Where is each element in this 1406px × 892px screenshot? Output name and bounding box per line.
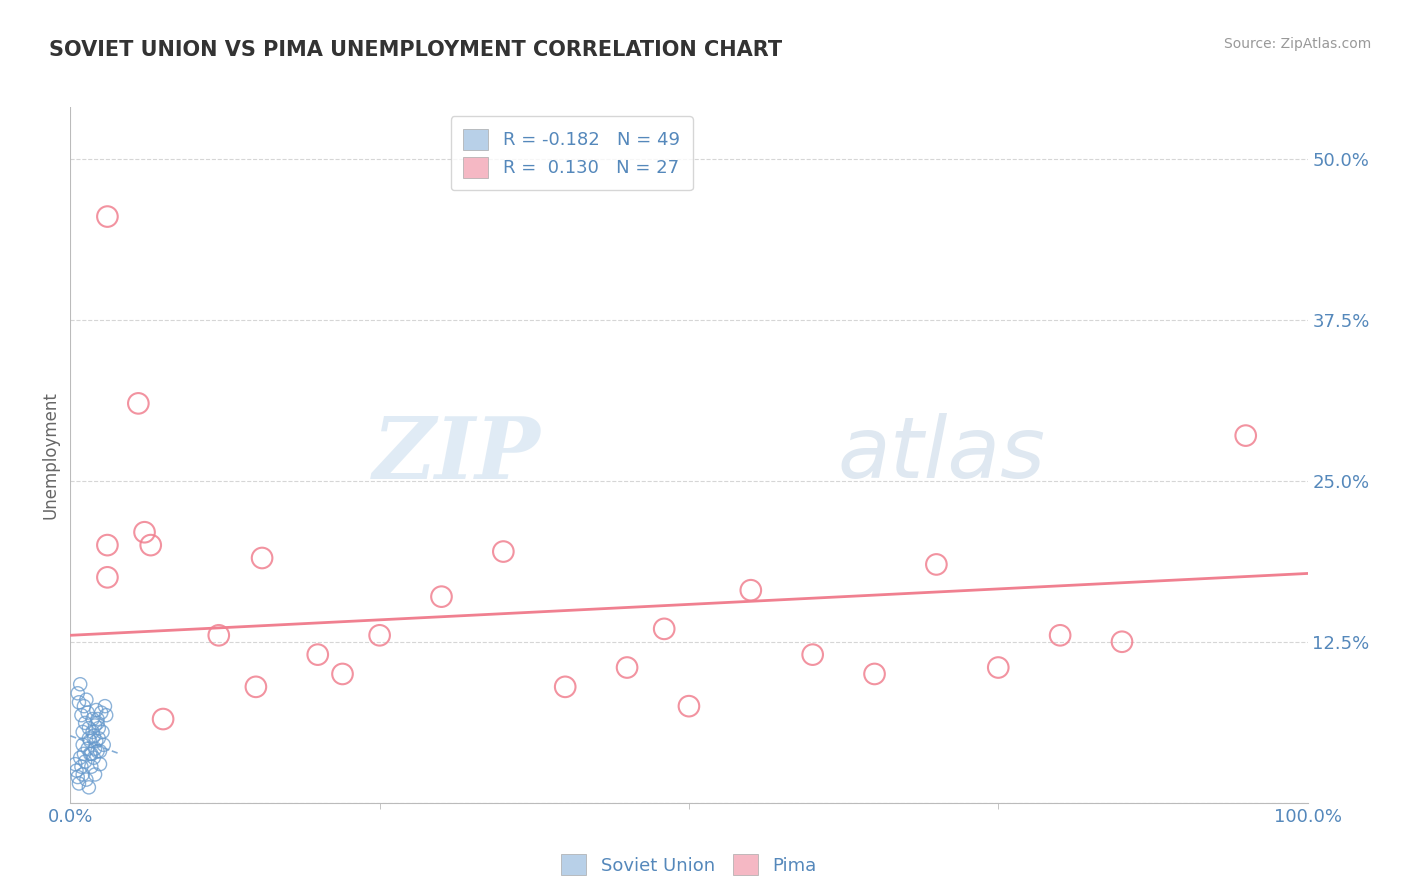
Point xyxy=(72,725,94,739)
Point xyxy=(740,583,762,598)
Point xyxy=(250,551,273,566)
Point xyxy=(65,764,87,778)
Point xyxy=(83,729,105,743)
Point xyxy=(67,776,90,790)
Point xyxy=(93,738,115,752)
Point xyxy=(75,755,97,769)
Point xyxy=(70,760,93,774)
Point xyxy=(94,699,117,714)
Point xyxy=(89,744,111,758)
Point xyxy=(75,715,97,730)
Point xyxy=(80,747,103,761)
Point xyxy=(89,757,111,772)
Point xyxy=(65,757,87,772)
Point xyxy=(72,767,94,781)
Point xyxy=(84,734,107,748)
Point xyxy=(1234,428,1257,442)
Y-axis label: Unemployment: Unemployment xyxy=(41,391,59,519)
Point xyxy=(87,721,110,735)
Text: Source: ZipAtlas.com: Source: ZipAtlas.com xyxy=(1223,37,1371,52)
Text: atlas: atlas xyxy=(838,413,1046,497)
Point xyxy=(1111,634,1133,648)
Point xyxy=(79,747,101,761)
Point xyxy=(84,741,107,756)
Point xyxy=(84,718,107,732)
Point xyxy=(75,692,97,706)
Point xyxy=(77,780,100,795)
Point xyxy=(87,731,110,746)
Point xyxy=(554,680,576,694)
Point xyxy=(77,721,100,735)
Point xyxy=(127,396,149,410)
Point xyxy=(987,660,1010,674)
Point xyxy=(76,741,98,756)
Point xyxy=(66,770,89,784)
Point xyxy=(82,712,104,726)
Point xyxy=(863,667,886,681)
Point xyxy=(96,708,118,723)
Point xyxy=(492,544,515,558)
Point xyxy=(616,660,638,674)
Point xyxy=(66,686,89,700)
Point xyxy=(75,772,97,787)
Point xyxy=(134,525,156,540)
Point xyxy=(139,538,162,552)
Point xyxy=(69,677,91,691)
Point xyxy=(69,750,91,764)
Point xyxy=(83,750,105,764)
Point xyxy=(152,712,174,726)
Point xyxy=(925,558,948,572)
Point xyxy=(86,712,108,726)
Point xyxy=(73,747,96,761)
Point xyxy=(208,628,231,642)
Text: SOVIET UNION VS PIMA UNEMPLOYMENT CORRELATION CHART: SOVIET UNION VS PIMA UNEMPLOYMENT CORREL… xyxy=(49,40,782,60)
Text: ZIP: ZIP xyxy=(373,413,540,497)
Point xyxy=(67,695,90,709)
Point xyxy=(430,590,453,604)
Point xyxy=(307,648,329,662)
Point xyxy=(96,210,118,224)
Point xyxy=(76,706,98,720)
Point xyxy=(678,699,700,714)
Point xyxy=(80,760,103,774)
Point xyxy=(90,706,112,720)
Point xyxy=(332,667,354,681)
Point xyxy=(652,622,675,636)
Point xyxy=(86,744,108,758)
Point xyxy=(70,708,93,723)
Legend: Soviet Union, Pima: Soviet Union, Pima xyxy=(553,846,825,884)
Point xyxy=(73,699,96,714)
Point xyxy=(77,731,100,746)
Point xyxy=(1049,628,1071,642)
Point xyxy=(84,767,107,781)
Point xyxy=(245,680,267,694)
Point xyxy=(96,570,118,584)
Point xyxy=(96,538,118,552)
Point xyxy=(72,738,94,752)
Point xyxy=(84,703,107,717)
Point xyxy=(86,715,108,730)
Point xyxy=(91,725,114,739)
Point xyxy=(82,725,104,739)
Point xyxy=(79,734,101,748)
Point xyxy=(801,648,824,662)
Point xyxy=(368,628,391,642)
